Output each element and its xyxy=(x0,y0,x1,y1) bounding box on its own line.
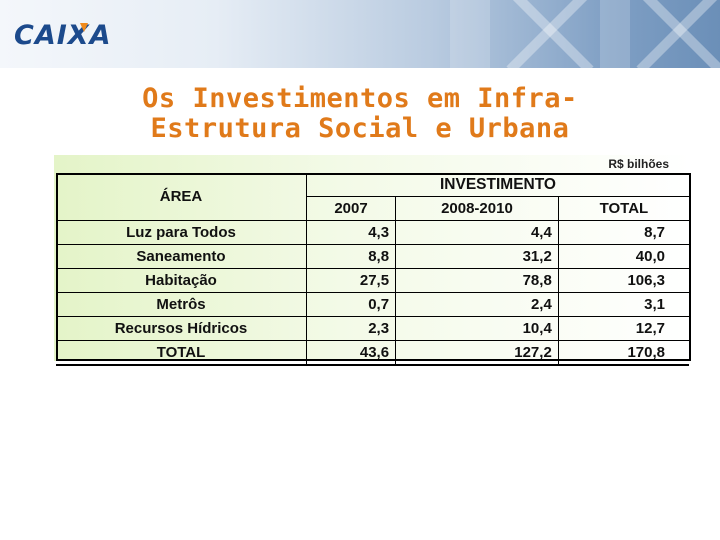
row-value-total: 40,0 xyxy=(558,244,689,269)
total-value-total: 170,8 xyxy=(558,340,689,366)
row-value-2008-2010: 31,2 xyxy=(395,244,559,269)
table-row: Recursos Hídricos 2,3 10,4 12,7 xyxy=(56,316,689,341)
row-value-total: 8,7 xyxy=(558,220,689,245)
table-header-row: ÁREA INVESTIMENTO xyxy=(56,173,689,221)
header-banner: CAIXA xyxy=(0,0,720,68)
row-value-2007: 8,8 xyxy=(306,244,397,269)
caixa-logo-text: CAIXA xyxy=(14,20,111,49)
table-row: Saneamento 8,8 31,2 40,0 xyxy=(56,244,689,269)
total-value-2007: 43,6 xyxy=(306,340,397,366)
total-area: TOTAL xyxy=(56,340,307,366)
page-title: Os Investimentos em Infra- Estrutura Soc… xyxy=(90,84,630,144)
title-line-1: Os Investimentos em Infra- xyxy=(142,83,578,114)
row-value-2007: 2,3 xyxy=(306,316,397,341)
row-value-2008-2010: 4,4 xyxy=(395,220,559,245)
unit-label: R$ bilhões xyxy=(608,157,669,171)
table-subheader-row: 2007 2008-2010 TOTAL xyxy=(56,196,689,221)
table-row: Luz para Todos 4,3 4,4 8,7 xyxy=(56,220,689,245)
investment-table-panel: R$ bilhões ÁREA INVESTIMENTO 2007 2008-2… xyxy=(54,155,691,366)
investment-table: ÁREA INVESTIMENTO 2007 2008-2010 TOTAL L… xyxy=(56,173,689,366)
row-value-total: 12,7 xyxy=(558,316,689,341)
col-header-2007: 2007 xyxy=(306,196,397,221)
row-value-2008-2010: 78,8 xyxy=(395,268,559,293)
row-area: Luz para Todos xyxy=(56,220,307,245)
row-value-2008-2010: 2,4 xyxy=(395,292,559,317)
row-value-2007: 0,7 xyxy=(306,292,397,317)
row-area: Metrôs xyxy=(56,292,307,317)
header-pattern-graphic xyxy=(450,0,720,68)
row-value-2007: 4,3 xyxy=(306,220,397,245)
table-row: Habitação 27,5 78,8 106,3 xyxy=(56,268,689,293)
caixa-logo: CAIXA xyxy=(14,18,112,50)
total-value-2008-2010: 127,2 xyxy=(395,340,559,366)
row-value-total: 3,1 xyxy=(558,292,689,317)
caixa-logo-graphic: CAIXA xyxy=(14,20,111,49)
row-value-total: 106,3 xyxy=(558,268,689,293)
col-header-total: TOTAL xyxy=(558,196,689,221)
table-row: Metrôs 0,7 2,4 3,1 xyxy=(56,292,689,317)
row-area: Recursos Hídricos xyxy=(56,316,307,341)
title-line-2: Estrutura Social e Urbana xyxy=(150,113,570,144)
investment-group-header: INVESTIMENTO xyxy=(306,173,689,197)
col-header-2008-2010: 2008-2010 xyxy=(395,196,559,221)
area-header: ÁREA xyxy=(56,173,307,221)
row-area: Saneamento xyxy=(56,244,307,269)
row-value-2007: 27,5 xyxy=(306,268,397,293)
table-total-row: TOTAL 43,6 127,2 170,8 xyxy=(56,340,689,366)
row-value-2008-2010: 10,4 xyxy=(395,316,559,341)
row-area: Habitação xyxy=(56,268,307,293)
